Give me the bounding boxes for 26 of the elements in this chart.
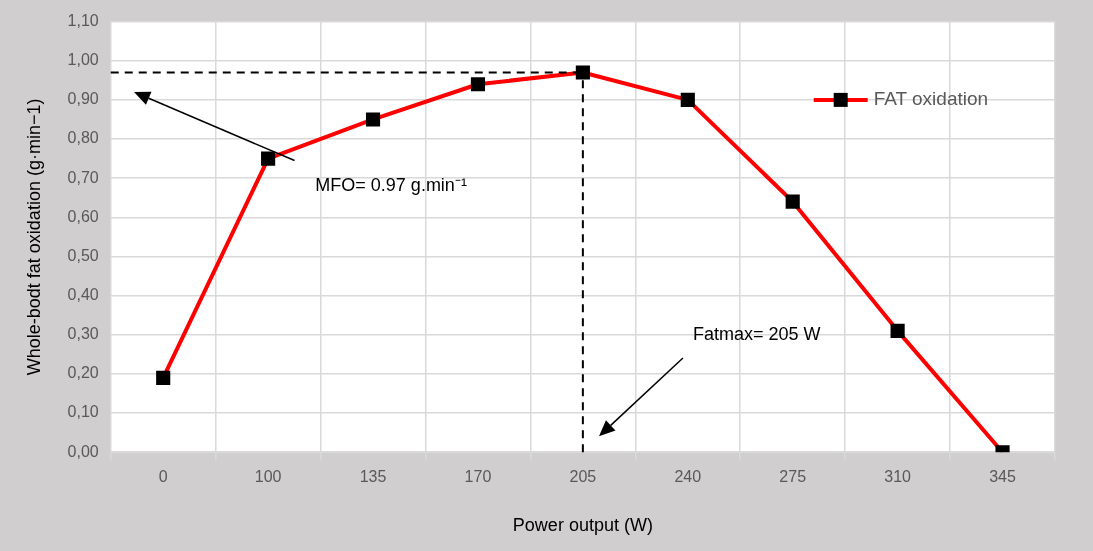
y-tick-label: 0,80 — [67, 129, 99, 147]
annotation: MFO= 0.97 g.min⁻¹ — [315, 174, 467, 195]
y-tick-label: 0,20 — [67, 364, 99, 382]
x-tick-label: 100 — [254, 468, 282, 486]
y-tick-label: 0,90 — [67, 90, 99, 108]
y-tick-label: 1,10 — [67, 12, 99, 30]
x-tick-label: 240 — [674, 468, 702, 486]
y-tick-label: 0,10 — [67, 403, 99, 421]
annotation: Fatmax= 205 W — [693, 323, 821, 344]
y-tick-label: 0,00 — [67, 442, 99, 460]
x-tick-label: 345 — [989, 468, 1016, 486]
x-tick-label: 275 — [779, 468, 807, 486]
x-tick-label: 0 — [158, 468, 168, 486]
y-tick-label: 0,60 — [67, 207, 99, 225]
x-tick-label: 310 — [884, 468, 912, 486]
y-tick-label: 0,40 — [67, 286, 99, 304]
y-tick-label: 0,30 — [67, 325, 99, 343]
legend-label: FAT oxidation — [873, 88, 989, 110]
y-tick-label: 0,70 — [67, 168, 99, 186]
x-tick-label: 135 — [359, 468, 387, 486]
y-tick-label: 0,50 — [67, 246, 99, 264]
y-tick-label: 1,00 — [67, 51, 99, 69]
x-tick-label: 170 — [464, 468, 492, 486]
x-tick-label: 205 — [569, 468, 597, 486]
y-axis-title: Whole-bodt fat oxidation (g·min−1) — [23, 98, 44, 376]
x-axis-title: Power output (W) — [512, 515, 653, 536]
